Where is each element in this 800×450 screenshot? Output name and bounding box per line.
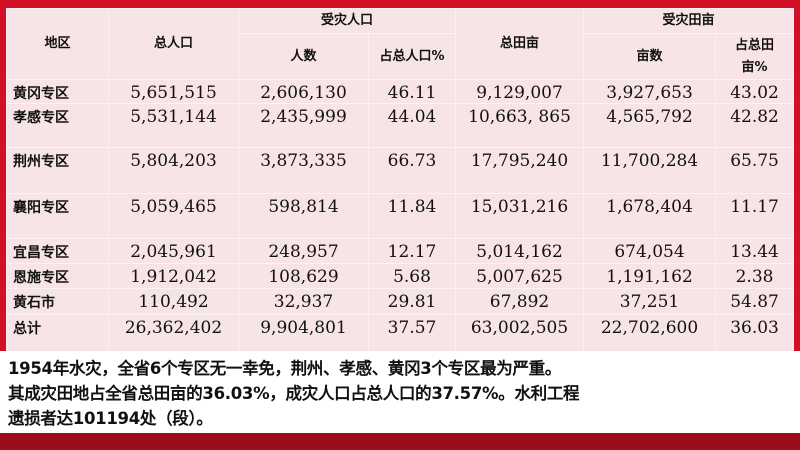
cell-pop-pct: 5.68 [367, 263, 457, 289]
cell-region: 恩施专区 [6, 263, 109, 289]
cell-region: 宜昌专区 [6, 238, 109, 264]
cell-pop-pct: 12.17 [367, 238, 457, 264]
bottom-bar [0, 433, 800, 450]
table-row: 黄石市 110,492 32,937 29.81 67,892 37,251 54.87 [6, 288, 795, 315]
table-row: 宜昌专区 2,045,961 248,957 12.17 5,014,162 674,05… [6, 238, 795, 264]
header-affected-farmland-count: 亩数 [583, 33, 717, 80]
cell-land: 1,678,404 [583, 193, 717, 239]
cell-total-pop: 26,362,402 [108, 314, 239, 352]
cell-land-pct: 54.87 [715, 288, 795, 315]
cell-region: 孝感专区 [6, 103, 109, 148]
header-total-pop: 总人口 [108, 8, 239, 80]
cell-land-pct: 36.03 [715, 314, 795, 352]
table-row: 孝感专区 5,531,144 2,435,999 44.04 10,663, 865 4,… [6, 103, 795, 148]
table-row: 荆州专区 5,804,203 3,873,335 66.73 17,795,240 11,… [6, 147, 795, 194]
cell-pop-pct: 37.57 [367, 314, 457, 352]
cell-land: 22,702,600 [583, 314, 717, 352]
cell-land-pct: 11.17 [715, 193, 795, 239]
cell-farmland: 17,795,240 [455, 147, 585, 194]
cell-land-pct: 65.75 [715, 147, 795, 194]
header-total-farmland: 总田亩 [455, 8, 585, 80]
cell-land: 674,054 [583, 238, 717, 264]
cell-farmland: 9,129,007 [455, 79, 585, 104]
header-affected-farmland-pct: 占总田亩% [715, 33, 795, 80]
cell-region: 襄阳专区 [6, 193, 109, 239]
cell-land: 3,927,653 [583, 79, 717, 104]
cell-land: 4,565,792 [583, 103, 717, 148]
cell-total-pop: 2,045,961 [108, 238, 239, 264]
cell-pop-pct: 11.84 [367, 193, 457, 239]
cell-land: 37,251 [583, 288, 717, 315]
cell-pop-pct: 46.11 [367, 79, 457, 104]
cell-region: 总计 [6, 314, 109, 352]
cell-total-pop: 1,912,042 [108, 263, 239, 289]
cell-pop: 9,904,801 [238, 314, 369, 352]
cell-pop: 32,937 [238, 288, 369, 315]
cell-pop: 108,629 [238, 263, 369, 289]
cell-land-pct: 2.38 [715, 263, 795, 289]
cell-region: 黄冈专区 [6, 79, 109, 104]
table-row: 恩施专区 1,912,042 108,629 5.68 5,007,625 1,191,1… [6, 263, 795, 289]
cell-land: 11,700,284 [583, 147, 717, 194]
cell-land-pct: 43.02 [715, 79, 795, 104]
cell-land-pct: 42.82 [715, 103, 795, 148]
cell-total-pop: 5,804,203 [108, 147, 239, 194]
cell-farmland: 5,007,625 [455, 263, 585, 289]
caption-line-1: 1954年水灾，全省6个专区无一幸免，荆州、孝感、黄冈3个专区最为严重。 [8, 359, 562, 378]
cell-land-pct: 13.44 [715, 238, 795, 264]
cell-region: 黄石市 [6, 288, 109, 315]
cell-farmland: 63,002,505 [455, 314, 585, 352]
flood-statistics-table: 地区 总人口 受灾人口 总田亩 受灾田亩 人数 占总人口% 亩数 占总田亩% 黄… [6, 8, 795, 352]
cell-farmland: 5,014,162 [455, 238, 585, 264]
cell-farmland: 15,031,216 [455, 193, 585, 239]
cell-farmland: 10,663, 865 [455, 103, 585, 148]
cell-pop: 3,873,335 [238, 147, 369, 194]
cell-region: 荆州专区 [6, 147, 109, 194]
caption-line-3: 遗损者达101194处（段）。 [8, 409, 213, 428]
table-row: 黄冈专区 5,651,515 2,606,130 46.11 9,129,007 3,92… [6, 79, 795, 104]
cell-pop: 2,606,130 [238, 79, 369, 104]
cell-total-pop: 5,059,465 [108, 193, 239, 239]
header-affected-farmland: 受灾田亩 [583, 8, 795, 34]
caption-line-2: 其成灾田地占全省总田亩的36.03%，成灾人口占总人口的37.57%。水利工程 [8, 384, 580, 403]
cell-land: 1,191,162 [583, 263, 717, 289]
cell-pop-pct: 44.04 [367, 103, 457, 148]
cell-pop: 248,957 [238, 238, 369, 264]
cell-pop: 2,435,999 [238, 103, 369, 148]
cell-total-pop: 5,651,515 [108, 79, 239, 104]
header-affected-pop: 受灾人口 [237, 8, 457, 34]
table-row: 总计 26,362,402 9,904,801 37.57 63,002,505 22,7… [6, 314, 795, 352]
cell-pop: 598,814 [238, 193, 369, 239]
table-row: 襄阳专区 5,059,465 598,814 11.84 15,031,216 1,678… [6, 193, 795, 239]
cell-total-pop: 110,492 [108, 288, 239, 315]
cell-farmland: 67,892 [455, 288, 585, 315]
caption: 1954年水灾，全省6个专区无一幸免，荆州、孝感、黄冈3个专区最为严重。 其成灾… [0, 351, 800, 433]
header-affected-pop-pct: 占总人口% [367, 33, 457, 80]
cell-total-pop: 5,531,144 [108, 103, 239, 148]
cell-pop-pct: 29.81 [367, 288, 457, 315]
cell-pop-pct: 66.73 [367, 147, 457, 194]
header-region: 地区 [6, 8, 109, 80]
header-affected-pop-count: 人数 [238, 33, 369, 80]
